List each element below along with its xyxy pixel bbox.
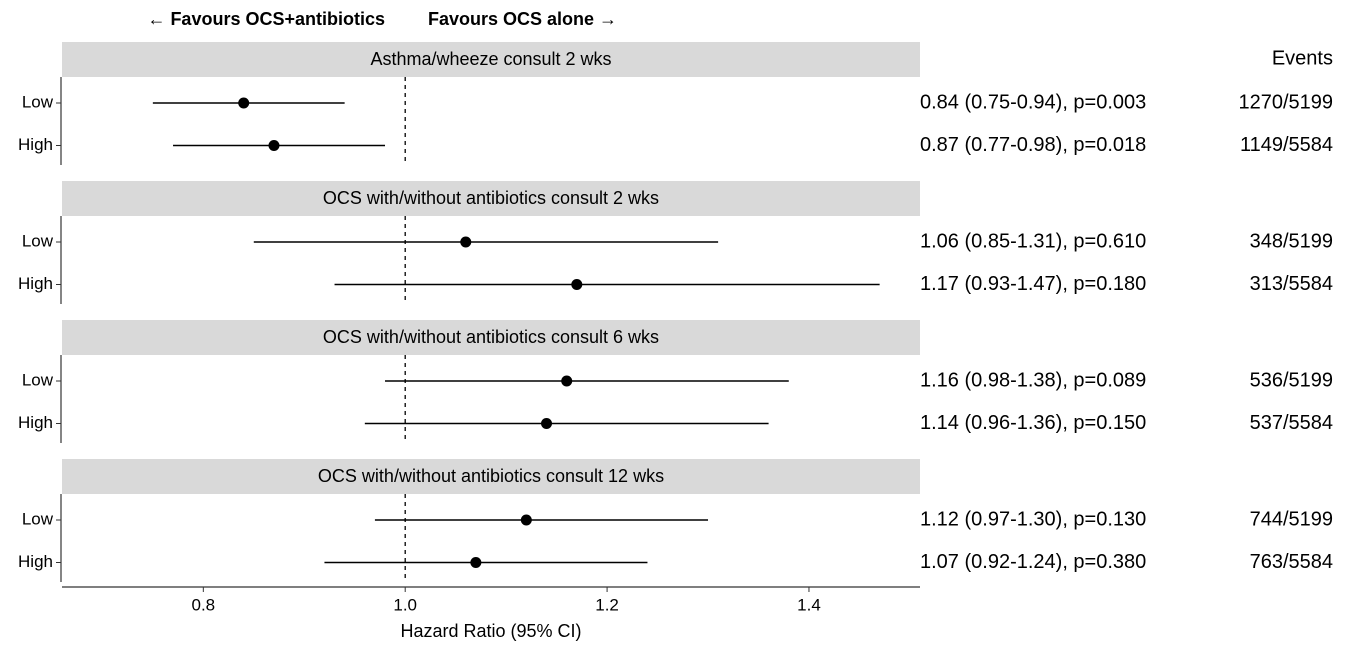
panel-title: OCS with/without antibiotics consult 2 w…	[323, 188, 659, 208]
events-label: 348/5199	[1250, 230, 1333, 252]
strip	[62, 42, 920, 77]
row-label: Low	[22, 370, 54, 389]
strip	[62, 459, 920, 494]
events-label: 537/5584	[1250, 412, 1333, 434]
events-label: 1149/5584	[1240, 134, 1333, 156]
estimate-point	[470, 557, 482, 568]
x-tick-label: 1.2	[595, 595, 619, 614]
estimate-label: 0.87 (0.77-0.98), p=0.018	[920, 134, 1146, 156]
estimate-label: 1.16 (0.98-1.38), p=0.089	[920, 369, 1146, 391]
estimate-point	[268, 140, 280, 151]
events-header: Events	[1272, 47, 1333, 69]
strip	[62, 181, 920, 216]
estimate-point	[561, 375, 573, 387]
estimate-label: 1.12 (0.97-1.30), p=0.130	[920, 508, 1146, 530]
x-tick-label: 1.4	[797, 595, 821, 614]
x-axis-title: Hazard Ratio (95% CI)	[400, 621, 581, 641]
events-label: 313/5584	[1250, 273, 1333, 295]
estimate-label: 1.07 (0.92-1.24), p=0.380	[920, 551, 1146, 573]
row-label: High	[18, 274, 53, 293]
row-label: Low	[22, 509, 54, 528]
estimate-point	[571, 279, 583, 290]
x-tick-label: 0.8	[191, 595, 215, 614]
row-label: High	[18, 413, 53, 432]
row-label: High	[18, 135, 53, 154]
row-label: High	[18, 552, 53, 571]
estimate-point	[541, 418, 553, 429]
estimate-label: 1.14 (0.96-1.36), p=0.150	[920, 412, 1146, 434]
panel-title: Asthma/wheeze consult 2 wks	[370, 49, 611, 69]
right-annotation: Favours OCS alone →	[428, 9, 617, 29]
estimate-label: 1.17 (0.93-1.47), p=0.180	[920, 273, 1146, 295]
estimate-label: 1.06 (0.85-1.31), p=0.610	[920, 230, 1146, 252]
estimate-point	[520, 514, 532, 526]
panel-title: OCS with/without antibiotics consult 12 …	[318, 466, 664, 486]
estimate-point	[238, 97, 250, 109]
left-annotation: ← Favours OCS+antibiotics	[147, 9, 385, 29]
events-label: 744/5199	[1250, 508, 1333, 530]
strip	[62, 320, 920, 355]
events-label: 536/5199	[1250, 369, 1333, 391]
events-label: 763/5584	[1250, 551, 1333, 573]
panel-title: OCS with/without antibiotics consult 6 w…	[323, 327, 659, 347]
estimate-point	[460, 236, 472, 248]
x-tick-label: 1.0	[393, 595, 417, 614]
row-label: Low	[22, 231, 54, 250]
estimate-label: 0.84 (0.75-0.94), p=0.003	[920, 91, 1146, 113]
events-label: 1270/5199	[1238, 91, 1333, 113]
row-label: Low	[22, 92, 54, 111]
